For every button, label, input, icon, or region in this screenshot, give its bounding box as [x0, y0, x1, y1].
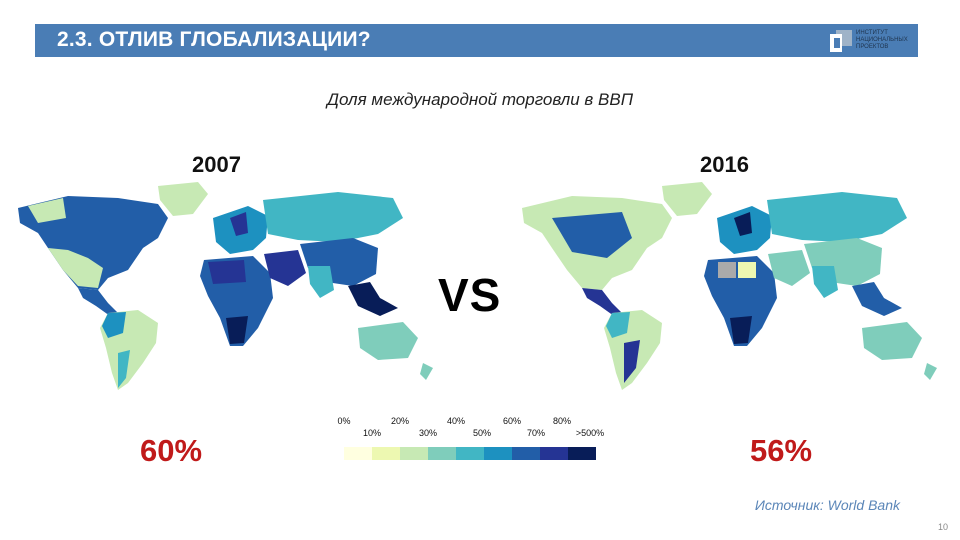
logo-line: ПРОЕКТОВ	[856, 44, 889, 50]
legend-tick-bottom: >500%	[575, 428, 605, 438]
legend-tick-top: 40%	[446, 416, 466, 426]
logo-text: ИНСТИТУТ НАЦИОНАЛЬНЫХ ПРОЕКТОВ	[856, 30, 912, 51]
logo-line: ИНСТИТУТ	[856, 30, 888, 36]
legend-tick-bottom: 70%	[526, 428, 546, 438]
color-legend: 0% 20% 40% 60% 80% 10% 30% 50% 70% >500%	[330, 414, 612, 462]
legend-tick-bottom: 10%	[362, 428, 382, 438]
legend-swatch	[372, 447, 400, 460]
legend-swatch	[484, 447, 512, 460]
logo: ИНСТИТУТ НАЦИОНАЛЬНЫХ ПРОЕКТОВ	[830, 26, 912, 55]
value-left: 60%	[140, 433, 203, 468]
legend-swatch	[512, 447, 540, 460]
legend-tick-top: 80%	[552, 416, 572, 426]
legend-swatch	[428, 447, 456, 460]
legend-tick-top: 0%	[337, 416, 351, 426]
year-label-right: 2016	[700, 152, 749, 177]
header-bar: 2.3. ОТЛИВ ГЛОБАЛИЗАЦИИ? ИНСТИТУТ НАЦИОН…	[35, 24, 918, 57]
legend-swatch	[568, 447, 596, 460]
chart-subtitle: Доля международной торговли в ВВП	[326, 90, 634, 109]
legend-tick-bottom: 50%	[472, 428, 492, 438]
legend-swatch	[456, 447, 484, 460]
world-map-left	[18, 182, 433, 390]
logo-icon	[830, 29, 852, 52]
year-label-left: 2007	[192, 152, 241, 177]
world-map-right	[522, 182, 937, 390]
legend-swatch	[400, 447, 428, 460]
legend-tick-bottom: 30%	[418, 428, 438, 438]
vs-label: VS	[438, 269, 502, 321]
logo-line: НАЦИОНАЛЬНЫХ	[856, 37, 908, 43]
page-number: 10	[937, 522, 948, 532]
source-note: Источник: World Bank	[754, 497, 900, 513]
legend-swatch	[540, 447, 568, 460]
legend-tick-top: 60%	[502, 416, 522, 426]
value-right: 56%	[750, 433, 813, 468]
legend-swatch	[344, 447, 372, 460]
legend-tick-top: 20%	[390, 416, 410, 426]
slide-title: 2.3. ОТЛИВ ГЛОБАЛИЗАЦИИ?	[57, 28, 371, 51]
